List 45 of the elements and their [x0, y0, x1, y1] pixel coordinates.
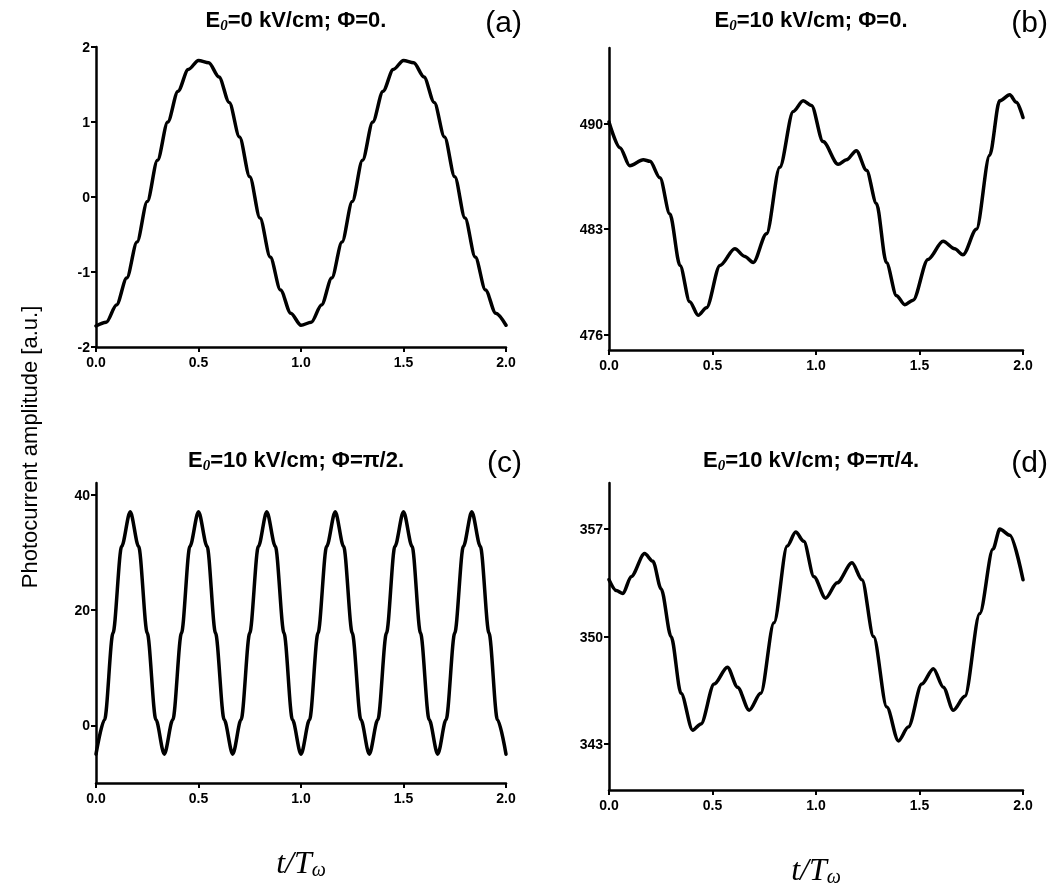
- x-tick-label: 1.0: [806, 797, 826, 813]
- text: (a): [485, 4, 523, 38]
- y-tick-label: 490: [579, 115, 604, 132]
- x-tick-label: 0.5: [702, 357, 723, 373]
- x-tick-label: 0.0: [86, 354, 106, 370]
- y-tick-label: -2: [77, 339, 91, 355]
- y-tick-label: 483: [579, 221, 604, 238]
- x-tick-label: 1.5: [393, 354, 414, 370]
- x-axis-title: t/Tω: [276, 844, 326, 880]
- x-tick-label: 2.0: [496, 354, 516, 370]
- y-axis-title: Photocurrent amplitude [a.u.]: [17, 304, 43, 591]
- x-tick-label: 1.5: [909, 797, 930, 813]
- x-tick-label: 0.5: [702, 797, 723, 813]
- y-tick-label: 343: [579, 735, 604, 752]
- x-tick-label: 0.5: [188, 354, 209, 370]
- text: (b): [1011, 4, 1049, 38]
- text: (c): [487, 444, 522, 478]
- y-tick-label: 1: [82, 114, 91, 130]
- x-tick-label: 1.5: [909, 357, 930, 373]
- x-tick-label: 0.5: [188, 790, 209, 806]
- x-tick-label: 1.0: [806, 357, 826, 373]
- y-tick-label: 20: [74, 601, 91, 618]
- chart-title: E0=10 kV/cm; Φ=π/4.: [702, 447, 920, 473]
- x-axis-title: t/Tω: [791, 851, 841, 887]
- y-tick-label: 40: [74, 486, 91, 503]
- y-tick-label: 2: [82, 39, 91, 55]
- x-tick-label: 0.0: [599, 797, 619, 813]
- y-tick-label: 350: [579, 628, 604, 645]
- x-tick-label: 0.0: [86, 790, 106, 806]
- y-tick-label: -1: [77, 264, 91, 280]
- x-tick-label: 2.0: [1013, 357, 1033, 373]
- chart-title: E0=10 kV/cm; Φ=π/2.: [187, 447, 405, 473]
- text: (d): [1011, 444, 1049, 478]
- x-tick-label: 0.0: [599, 357, 619, 373]
- y-tick-label: 0: [82, 717, 91, 734]
- x-tick-label: 1.0: [291, 790, 311, 806]
- chart-title: E0=10 kV/cm; Φ=0.: [714, 7, 908, 33]
- y-tick-label: 476: [579, 326, 604, 343]
- chart-title: E0=0 kV/cm; Φ=0.: [205, 7, 387, 33]
- y-tick-label: 357: [579, 521, 604, 538]
- y-tick-label: 0: [82, 189, 91, 205]
- x-tick-label: 2.0: [1013, 797, 1033, 813]
- x-tick-label: 1.0: [291, 354, 311, 370]
- x-tick-label: 1.5: [393, 790, 414, 806]
- x-tick-label: 2.0: [496, 790, 516, 806]
